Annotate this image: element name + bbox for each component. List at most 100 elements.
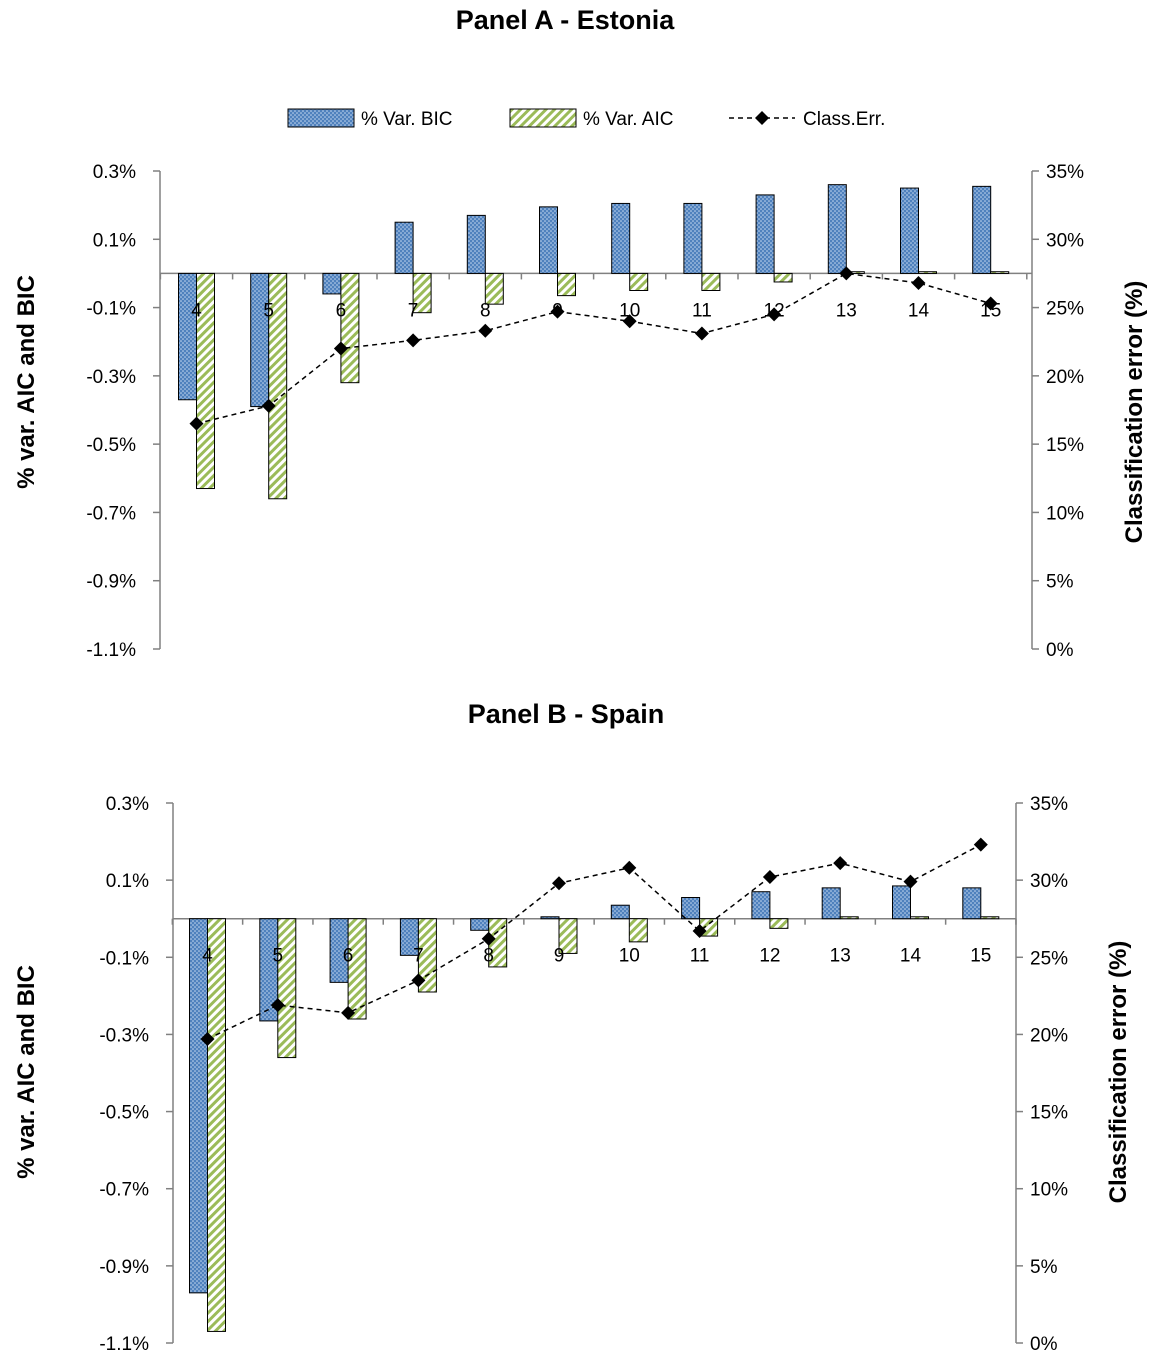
panel-b-right-axis-title: Classification error (%) bbox=[1105, 941, 1132, 1204]
panel-b-error-series-line bbox=[207, 843, 982, 1040]
panel-a-bars bbox=[178, 184, 1010, 500]
panel-b-error-point-9 bbox=[552, 876, 566, 891]
panel-a-error-point-5 bbox=[261, 398, 276, 413]
panel-a-right-tick-label: 0% bbox=[1046, 640, 1074, 661]
panel-a-bar-bic-15 bbox=[972, 185, 992, 274]
panel-b: Panel B - Spain % var. AIC and BIC Class… bbox=[13, 699, 1132, 1355]
panel-a-left-tick-label: -0.1% bbox=[86, 299, 136, 320]
panel-a-left-tick-label: -0.3% bbox=[86, 367, 136, 388]
panel-a-category-label-4: 4 bbox=[191, 300, 202, 321]
panel-b-category-label-10: 10 bbox=[619, 946, 640, 967]
panel-a-error-point-4 bbox=[189, 416, 204, 431]
panel-a-bar-bic-8 bbox=[466, 214, 486, 274]
panel-b-right-tick-label: 0% bbox=[1030, 1334, 1058, 1355]
legend-label-bic: % Var. BIC bbox=[361, 109, 453, 130]
panel-b-error-point-12 bbox=[762, 870, 777, 885]
legend-marker-err bbox=[755, 111, 769, 125]
panel-a-category-label-11: 11 bbox=[692, 300, 712, 321]
panel-b-bar-bic-4 bbox=[189, 918, 208, 1294]
panel-b-category-label-6: 6 bbox=[343, 946, 354, 967]
panel-a-tick-labels: 0.3% 0.1% -0.1% -0.3% -0.5% -0.7% -0.9% -1.1% 35… bbox=[86, 162, 1084, 661]
panel-b-left-tick-label: -0.9% bbox=[99, 1257, 149, 1278]
panel-a-category-label-5: 5 bbox=[263, 300, 274, 321]
panel-b-error-point-7 bbox=[411, 973, 426, 988]
panel-a-bar-aic-7 bbox=[412, 272, 432, 314]
panel-a-bar-aic-9 bbox=[557, 272, 576, 297]
panel-a-error-point-8 bbox=[478, 323, 493, 338]
panel-b-error-point-4 bbox=[200, 1032, 215, 1047]
panel-b-category-label-7: 7 bbox=[413, 946, 424, 967]
legend-label-aic: % Var. AIC bbox=[583, 109, 673, 130]
panel-a-category-label-9: 9 bbox=[552, 300, 563, 321]
panel-b-bar-bic-9 bbox=[540, 916, 560, 920]
panel-b-left-axis-title: % var. AIC and BIC bbox=[13, 965, 40, 1179]
panel-b-bar-bic-10 bbox=[610, 904, 630, 920]
panel-a-error-point-10 bbox=[622, 314, 637, 329]
panel-b-right-tick-label: 20% bbox=[1030, 1025, 1068, 1046]
panel-b-error-point-5 bbox=[270, 998, 285, 1013]
chart-legend: % Var. BIC % Var. AIC Class.Err. bbox=[287, 108, 885, 130]
panel-a-bar-aic-15 bbox=[990, 271, 1010, 274]
panel-b-right-tick-label: 5% bbox=[1030, 1257, 1058, 1278]
panel-b-error-line bbox=[200, 837, 988, 1047]
panel-a-bar-bic-13 bbox=[827, 184, 847, 274]
panel-b-error-point-11 bbox=[692, 924, 707, 939]
panel-a-bar-aic-6 bbox=[340, 272, 360, 384]
panel-b-right-tick-label: 10% bbox=[1030, 1180, 1068, 1201]
panel-a-title: Panel A - Estonia bbox=[456, 5, 676, 35]
panel-a-bar-bic-5 bbox=[250, 272, 270, 408]
panel-b-bar-aic-13 bbox=[839, 916, 859, 920]
panel-a-right-tick-label: 20% bbox=[1046, 367, 1084, 388]
panel-b-category-label-4: 4 bbox=[202, 946, 213, 967]
panel-a-left-axis-title: % var. AIC and BIC bbox=[13, 275, 40, 489]
panel-a-right-tick-label: 10% bbox=[1046, 503, 1084, 524]
panel-a-category-label-8: 8 bbox=[480, 300, 491, 321]
panel-a-error-point-15 bbox=[983, 296, 998, 311]
panel-a-right-tick-label: 5% bbox=[1046, 572, 1074, 593]
panel-b-error-point-10 bbox=[622, 860, 637, 875]
panel-b-bar-bic-11 bbox=[681, 897, 701, 920]
panel-b-category-label-13: 13 bbox=[830, 946, 851, 967]
panel-a-bar-aic-14 bbox=[918, 271, 937, 274]
panel-b-bar-aic-7 bbox=[417, 918, 437, 993]
panel-b-category-label-9: 9 bbox=[554, 946, 565, 967]
panel-b-left-tick-label: 0.1% bbox=[106, 871, 149, 892]
panel-a-bar-aic-4 bbox=[196, 272, 215, 490]
panel-b-category-label-12: 12 bbox=[759, 946, 780, 967]
panel-a-category-label-15: 15 bbox=[980, 300, 1001, 321]
panel-a-bar-aic-5 bbox=[268, 272, 288, 500]
panel-a-error-point-14 bbox=[911, 275, 926, 290]
panel-a-error-point-6 bbox=[333, 341, 348, 356]
panel-b-axes bbox=[166, 802, 1023, 1344]
legend-swatch-aic bbox=[509, 108, 577, 128]
panel-a-bar-aic-12 bbox=[773, 272, 793, 283]
panel-a-category-label-10: 10 bbox=[619, 300, 640, 321]
panel-b-right-tick-label: 25% bbox=[1030, 948, 1068, 969]
panel-b-left-tick-label: -1.1% bbox=[99, 1334, 149, 1355]
panel-a-bar-bic-10 bbox=[611, 202, 631, 274]
panel-b-category-label-8: 8 bbox=[483, 946, 494, 967]
panel-b-bar-aic-14 bbox=[910, 916, 929, 920]
panel-a-bar-bic-14 bbox=[900, 187, 919, 274]
panel-a-category-label-12: 12 bbox=[764, 300, 785, 321]
panel-a-right-tick-label: 25% bbox=[1046, 299, 1084, 320]
panel-a-bar-bic-4 bbox=[178, 272, 197, 401]
panel-b-bar-bic-8 bbox=[470, 918, 490, 931]
panel-b-bar-aic-9 bbox=[558, 918, 578, 954]
panel-a-bar-bic-11 bbox=[683, 202, 703, 274]
panel-b-error-point-8 bbox=[481, 931, 496, 946]
panel-a-left-tick-label: 0.1% bbox=[93, 230, 136, 251]
panel-a-bar-aic-11 bbox=[701, 272, 721, 291]
panel-a-bar-bic-7 bbox=[394, 221, 414, 274]
panel-a-bar-bic-6 bbox=[322, 272, 342, 295]
panel-a-right-tick-label: 30% bbox=[1046, 230, 1084, 251]
panel-a-error-point-9 bbox=[550, 304, 565, 319]
panel-a-category-label-7: 7 bbox=[408, 300, 419, 321]
panel-b-bar-bic-13 bbox=[821, 887, 841, 920]
panel-b-right-tick-label: 30% bbox=[1030, 871, 1068, 892]
panel-b-error-point-13 bbox=[833, 856, 848, 871]
legend-swatch-bic bbox=[287, 108, 355, 128]
panel-a-error-point-7 bbox=[406, 333, 421, 348]
panel-a-left-tick-label: -0.9% bbox=[86, 572, 136, 593]
